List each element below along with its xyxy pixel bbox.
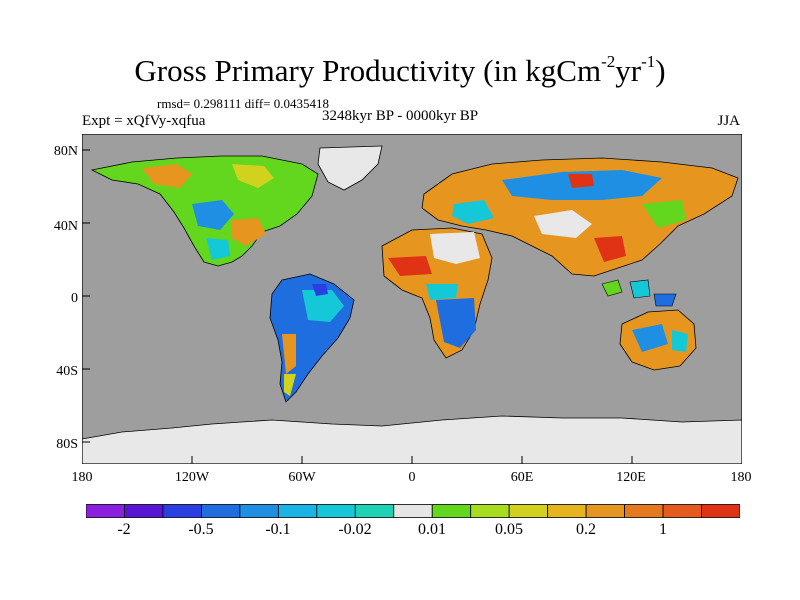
x-tick-label: 180: [730, 470, 752, 485]
colorbar-label: -0.02: [338, 521, 372, 538]
stats-text: rmsd= 0.298111 diff= 0.0435418: [157, 96, 329, 111]
africa-anomaly: [426, 284, 458, 300]
antarctica-ice: [82, 415, 742, 464]
greenland-ice: [317, 145, 383, 191]
north-america-anomaly: [206, 238, 230, 260]
south-america-anomaly: [284, 374, 296, 396]
colorbar-box: [86, 504, 125, 518]
eurasia-anomaly: [642, 200, 686, 228]
y-tick-label: 40N: [53, 219, 78, 234]
eurasia-anomaly: [594, 236, 626, 262]
north-america-anomaly: [232, 164, 274, 188]
north-america-anomaly: [192, 200, 234, 230]
colorbar-box: [316, 504, 356, 518]
y-tick-label: 80S: [56, 437, 78, 452]
y-tick-label: 40S: [56, 364, 78, 379]
eurasia-anomaly: [452, 200, 494, 224]
colorbar-label: 0.01: [418, 521, 446, 538]
colorbar-box: [662, 504, 702, 518]
season-label: JJA: [717, 113, 740, 129]
x-tick-label: 0: [408, 470, 416, 485]
colorbar-box: [547, 504, 587, 518]
eurasia-anomaly: [568, 174, 594, 188]
period-label: 3248kyr BP - 0000kyr BP: [322, 108, 479, 124]
colorbar-box: [624, 504, 664, 518]
experiment-label: Expt = xQfVy-xqfua: [82, 113, 206, 129]
colorbar-label: -2: [117, 521, 131, 538]
colorbar-box: [470, 504, 510, 518]
island-region: [601, 279, 623, 297]
x-tick-label: 120W: [174, 470, 210, 485]
colorbar-box: [124, 504, 164, 518]
north-america-anomaly: [142, 164, 192, 188]
colorbar-label: -0.1: [265, 521, 291, 538]
north-america-anomaly: [232, 218, 266, 246]
colorbar-box: [508, 504, 549, 518]
y-tick-label: 0: [71, 291, 78, 306]
africa-anomaly: [430, 232, 480, 264]
colorbar-label: 0.2: [576, 521, 596, 538]
colorbar-label: 1: [659, 521, 667, 538]
africa-anomaly: [388, 256, 432, 276]
australia-anomaly: [632, 324, 668, 352]
island-region: [629, 279, 651, 299]
colorbar-box: [585, 504, 625, 518]
eurasia-anomaly: [534, 210, 592, 238]
plot-title: Gross Primary Productivity (in kgCm-2yr-…: [134, 52, 666, 88]
island-region: [653, 293, 677, 307]
axis-ticks: [82, 149, 633, 464]
colorbar-box: [701, 504, 740, 518]
x-tick-label: 60E: [510, 470, 534, 485]
colorbar-box: [277, 504, 318, 518]
south-america-anomaly: [302, 290, 344, 322]
colorbar-box: [431, 504, 472, 518]
colorbar-box: [162, 504, 202, 518]
colorbar-box: [201, 504, 241, 518]
x-tick-label: 180: [71, 470, 93, 485]
colorbar-box: [239, 504, 279, 518]
colorbar-box: [354, 504, 395, 518]
x-tick-label: 120E: [616, 470, 646, 485]
colorbar-box: [393, 504, 433, 518]
australia-anomaly: [672, 330, 688, 352]
y-tick-label: 80N: [53, 144, 78, 159]
south-america-anomaly: [282, 334, 296, 374]
x-tick-label: 60W: [288, 470, 316, 485]
colorbar: [86, 504, 740, 518]
colorbar-label: 0.05: [495, 521, 523, 538]
world-map: [82, 134, 742, 464]
south-america-anomaly: [312, 284, 328, 296]
colorbar-label: -0.5: [188, 521, 214, 538]
africa-anomaly: [436, 298, 476, 348]
